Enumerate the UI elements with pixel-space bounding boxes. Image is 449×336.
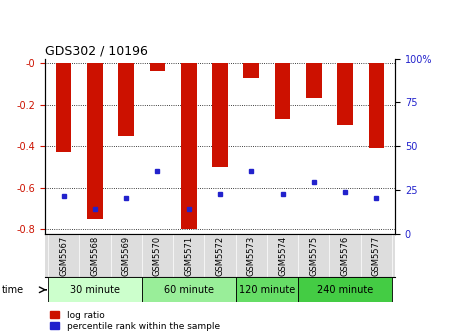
Text: GSM5576: GSM5576	[341, 236, 350, 276]
Text: GSM5572: GSM5572	[216, 236, 224, 276]
Bar	[142, 277, 236, 302]
Text: 240 minute: 240 minute	[317, 285, 373, 295]
Bar	[337, 63, 353, 125]
Text: GSM5567: GSM5567	[59, 236, 68, 276]
Text: GDS302 / 10196: GDS302 / 10196	[45, 45, 148, 58]
Text: time: time	[2, 285, 24, 295]
Bar	[236, 277, 298, 302]
Bar	[369, 63, 384, 148]
Bar	[150, 63, 165, 71]
Text: GSM5575: GSM5575	[309, 236, 318, 276]
Text: 120 minute: 120 minute	[239, 285, 295, 295]
Text: GSM5568: GSM5568	[90, 236, 99, 276]
Bar	[119, 63, 134, 136]
Bar	[243, 63, 259, 78]
Bar	[212, 63, 228, 167]
Bar	[306, 63, 321, 98]
Text: GSM5573: GSM5573	[247, 236, 256, 276]
Text: 30 minute: 30 minute	[70, 285, 120, 295]
Legend: log ratio, percentile rank within the sample: log ratio, percentile rank within the sa…	[49, 310, 220, 332]
Bar	[48, 277, 142, 302]
Bar	[181, 63, 197, 229]
Bar	[87, 63, 103, 219]
Text: GSM5571: GSM5571	[184, 236, 193, 276]
Bar	[56, 63, 71, 153]
Bar	[275, 63, 291, 119]
Bar	[298, 277, 392, 302]
Text: GSM5569: GSM5569	[122, 236, 131, 276]
Text: 60 minute: 60 minute	[164, 285, 214, 295]
Text: GSM5577: GSM5577	[372, 236, 381, 276]
Text: GSM5574: GSM5574	[278, 236, 287, 276]
Text: GSM5570: GSM5570	[153, 236, 162, 276]
